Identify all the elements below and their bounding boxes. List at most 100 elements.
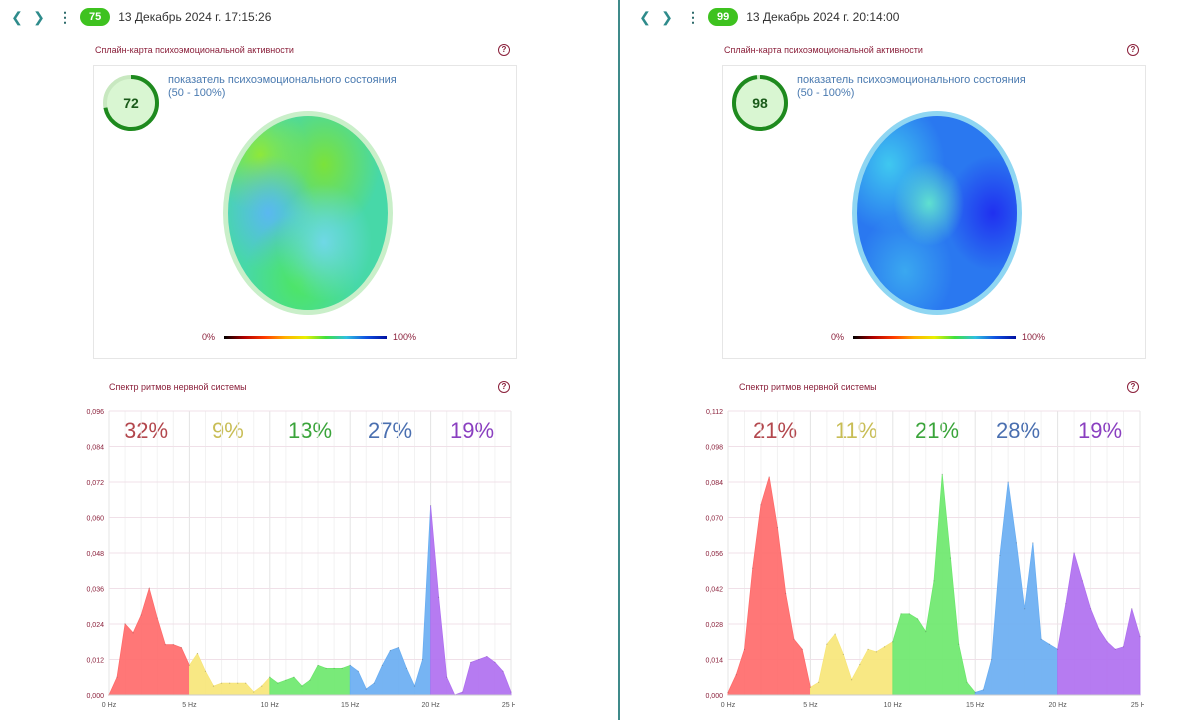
- data-point: [156, 617, 158, 619]
- score-gauge: 98: [732, 75, 788, 131]
- data-point: [421, 658, 424, 661]
- band-area-delta: [108, 587, 190, 696]
- data-point: [752, 567, 754, 569]
- session-toolbar: ❮ ❯ ⋮ 75 13 Декабрь 2024 г. 17:15:26: [6, 6, 271, 28]
- band-percent-gamma: 19%: [450, 418, 495, 443]
- band-area-beta: [974, 481, 1058, 696]
- data-point: [365, 688, 367, 690]
- band-percent-theta: 11%: [835, 418, 878, 443]
- more-options-button[interactable]: ⋮: [56, 6, 74, 28]
- prev-session-button[interactable]: ❮: [6, 6, 28, 28]
- y-tick-label: 0,112: [706, 409, 723, 416]
- data-point: [1073, 552, 1075, 554]
- data-point: [373, 682, 375, 684]
- y-tick-label: 0,036: [86, 587, 104, 594]
- data-point: [941, 473, 943, 475]
- data-point: [892, 641, 894, 643]
- score-gauge: 72: [103, 75, 159, 131]
- prev-session-button[interactable]: ❮: [634, 6, 656, 28]
- more-vertical-icon: ⋮: [58, 8, 72, 25]
- data-point: [301, 685, 303, 687]
- indicator-title: показатель психоэмоционального состояния: [797, 74, 1026, 86]
- y-tick-label: 0,084: [86, 445, 104, 452]
- data-point: [494, 661, 496, 664]
- gauge-arc: [732, 75, 788, 131]
- spline-help-icon[interactable]: ?: [498, 44, 510, 56]
- data-point: [851, 679, 853, 681]
- data-point: [1106, 641, 1108, 643]
- indicator-range: (50 - 100%): [797, 87, 855, 99]
- band-area-delta: [727, 476, 811, 696]
- data-point: [116, 676, 118, 678]
- data-point: [397, 647, 400, 649]
- chevron-right-icon: ❯: [33, 8, 45, 25]
- data-point: [164, 644, 166, 646]
- spline-help-icon[interactable]: ?: [1127, 44, 1139, 56]
- y-tick-label: 0,014: [705, 658, 723, 665]
- band-area-alpha: [892, 474, 976, 696]
- data-point: [925, 631, 927, 633]
- more-vertical-icon: ⋮: [686, 8, 700, 25]
- data-point: [1131, 608, 1133, 610]
- x-tick-label: 10 Hz: [261, 702, 280, 709]
- data-point: [293, 676, 295, 678]
- session-panel-left: ❮ ❯ ⋮ 75 13 Декабрь 2024 г. 17:15:26 Спл…: [6, 6, 517, 709]
- data-point: [991, 658, 993, 661]
- x-tick-label: 20 Hz: [421, 702, 440, 709]
- data-point: [196, 652, 199, 655]
- data-point: [1048, 643, 1050, 645]
- data-point: [486, 655, 488, 658]
- y-tick-label: 0,060: [86, 516, 104, 523]
- data-point: [389, 650, 391, 652]
- band-percent-beta: 28%: [996, 418, 1041, 443]
- band-area-theta: [189, 652, 271, 696]
- spectrum-title: Спектр ритмов нервной системы: [109, 382, 247, 392]
- indicator-label: показатель психоэмоционального состояния…: [168, 74, 397, 100]
- data-point: [269, 676, 271, 678]
- next-session-button[interactable]: ❯: [28, 6, 50, 28]
- y-tick-label: 0,070: [705, 516, 723, 523]
- session-datetime: 13 Декабрь 2024 г. 20:14:00: [746, 10, 900, 24]
- indicator-title: показатель психоэмоционального состояния: [168, 74, 397, 86]
- data-point: [1032, 542, 1034, 544]
- legend-max-label: 100%: [1022, 332, 1046, 342]
- data-point: [826, 643, 828, 645]
- gauge-arc: [103, 75, 159, 131]
- indicator-range: (50 - 100%): [168, 87, 226, 99]
- data-point: [743, 648, 746, 650]
- spline-map-title: Сплайн-карта психоэмоциональной активнос…: [95, 45, 294, 55]
- y-tick-label: 0,024: [86, 622, 104, 629]
- data-point: [285, 679, 287, 681]
- spectrum-help-icon[interactable]: ?: [498, 381, 510, 393]
- x-tick-label: 15 Hz: [341, 702, 360, 709]
- spectrum-help-icon[interactable]: ?: [1127, 381, 1139, 393]
- data-point: [1122, 646, 1125, 648]
- data-point: [172, 644, 174, 646]
- data-point: [333, 667, 335, 669]
- next-session-button[interactable]: ❯: [656, 6, 678, 28]
- color-scale-legend: [224, 336, 387, 339]
- panel-divider: [618, 0, 620, 720]
- y-tick-label: 0,000: [705, 693, 723, 700]
- data-point: [908, 613, 910, 615]
- band-percent-delta: 32%: [124, 418, 169, 443]
- data-point: [245, 682, 247, 684]
- data-point: [776, 527, 779, 529]
- data-point: [405, 667, 408, 669]
- spectrum-chart: 0,000 0,014 0,028 0,042 0,056 0,070 0,084 0,098…: [705, 409, 1144, 709]
- y-tick-label: 0,096: [86, 409, 104, 416]
- y-tick-label: 0,042: [705, 587, 723, 594]
- y-tick-label: 0,000: [86, 693, 104, 700]
- data-point: [510, 691, 512, 693]
- more-options-button[interactable]: ⋮: [684, 6, 702, 28]
- data-point: [446, 676, 448, 678]
- session-toolbar: ❮ ❯ ⋮ 99 13 Декабрь 2024 г. 20:14:00: [634, 6, 899, 28]
- data-point: [478, 658, 480, 661]
- chevron-left-icon: ❮: [11, 8, 23, 25]
- band-area-gamma: [430, 505, 512, 696]
- data-point: [1040, 638, 1042, 640]
- y-tick-label: 0,012: [86, 658, 104, 665]
- score-badge: 75: [80, 8, 111, 26]
- y-tick-label: 0,098: [705, 445, 723, 452]
- data-point: [818, 681, 820, 683]
